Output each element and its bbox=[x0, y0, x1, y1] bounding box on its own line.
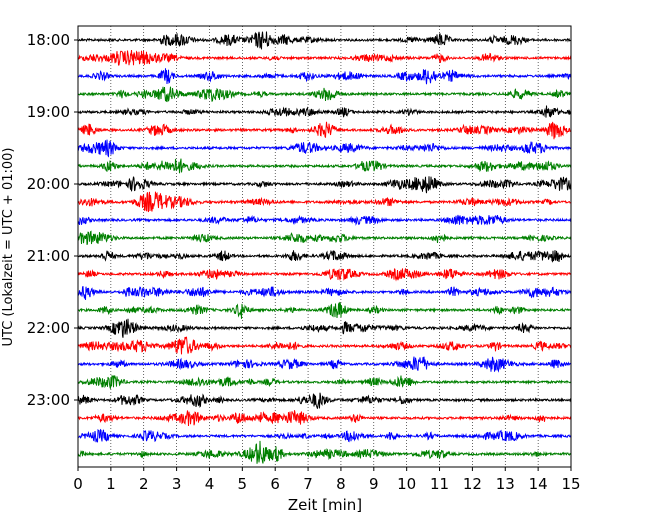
trace-1945 bbox=[77, 158, 572, 174]
x-tick-label: 4 bbox=[205, 475, 215, 493]
trace-2000 bbox=[77, 176, 572, 194]
trace-group bbox=[77, 31, 572, 464]
x-tick-label: 3 bbox=[172, 475, 182, 493]
x-tick-label: 15 bbox=[561, 475, 580, 493]
trace-2215 bbox=[77, 336, 572, 355]
trace-2330 bbox=[77, 428, 572, 443]
trace-2345 bbox=[77, 440, 572, 464]
x-tick-label: 11 bbox=[430, 475, 449, 493]
y-tick-label: 20:00 bbox=[27, 175, 70, 193]
x-tick-label: 14 bbox=[529, 475, 548, 493]
trace-2030 bbox=[77, 214, 572, 226]
trace-2115 bbox=[77, 268, 572, 282]
y-tick-label: 22:00 bbox=[27, 319, 70, 337]
trace-1930 bbox=[77, 139, 572, 158]
y-axis-label: UTC (Lokalzeit = UTC + 01:00) bbox=[1, 148, 16, 347]
trace-2200 bbox=[77, 318, 572, 338]
trace-1845 bbox=[77, 86, 572, 103]
y-tick-label: 23:00 bbox=[27, 391, 70, 409]
x-tick-label: 9 bbox=[369, 475, 379, 493]
x-tick-label: 13 bbox=[496, 475, 515, 493]
y-axis-ticks: 18:00 19:00 20:00 21:00 22:00 23:00 bbox=[27, 31, 78, 409]
y-tick-label: 21:00 bbox=[27, 247, 70, 265]
x-tick-label: 12 bbox=[463, 475, 482, 493]
plot-frame bbox=[77, 25, 572, 468]
trace-2045 bbox=[77, 230, 572, 245]
y-tick-label: 19:00 bbox=[27, 103, 70, 121]
trace-2130 bbox=[77, 285, 572, 300]
x-tick-label: 10 bbox=[397, 475, 416, 493]
x-axis-label: Zeit [min] bbox=[288, 496, 362, 514]
trace-1900 bbox=[77, 105, 572, 118]
trace-1830 bbox=[77, 68, 572, 85]
x-tick-label: 5 bbox=[238, 475, 248, 493]
trace-2015 bbox=[77, 191, 572, 213]
trace-2230 bbox=[77, 356, 572, 373]
trace-1815 bbox=[77, 49, 572, 66]
trace-2315 bbox=[77, 410, 572, 426]
trace-2300 bbox=[77, 392, 572, 409]
x-tick-label: 8 bbox=[336, 475, 346, 493]
x-tick-label: 6 bbox=[270, 475, 280, 493]
x-tick-label: 1 bbox=[106, 475, 116, 493]
x-tick-label: 7 bbox=[303, 475, 313, 493]
trace-2145 bbox=[77, 301, 572, 319]
x-tick-label: 0 bbox=[73, 475, 83, 493]
trace-2100 bbox=[77, 249, 572, 263]
trace-1915 bbox=[77, 121, 572, 140]
trace-1800 bbox=[77, 31, 572, 50]
x-axis-ticks: 0 1 2 3 4 5 6 7 8 9 10 11 12 13 14 15 bbox=[73, 467, 581, 493]
trace-2245 bbox=[77, 375, 572, 389]
x-tick-label: 2 bbox=[139, 475, 149, 493]
y-tick-label: 18:00 bbox=[27, 31, 70, 49]
